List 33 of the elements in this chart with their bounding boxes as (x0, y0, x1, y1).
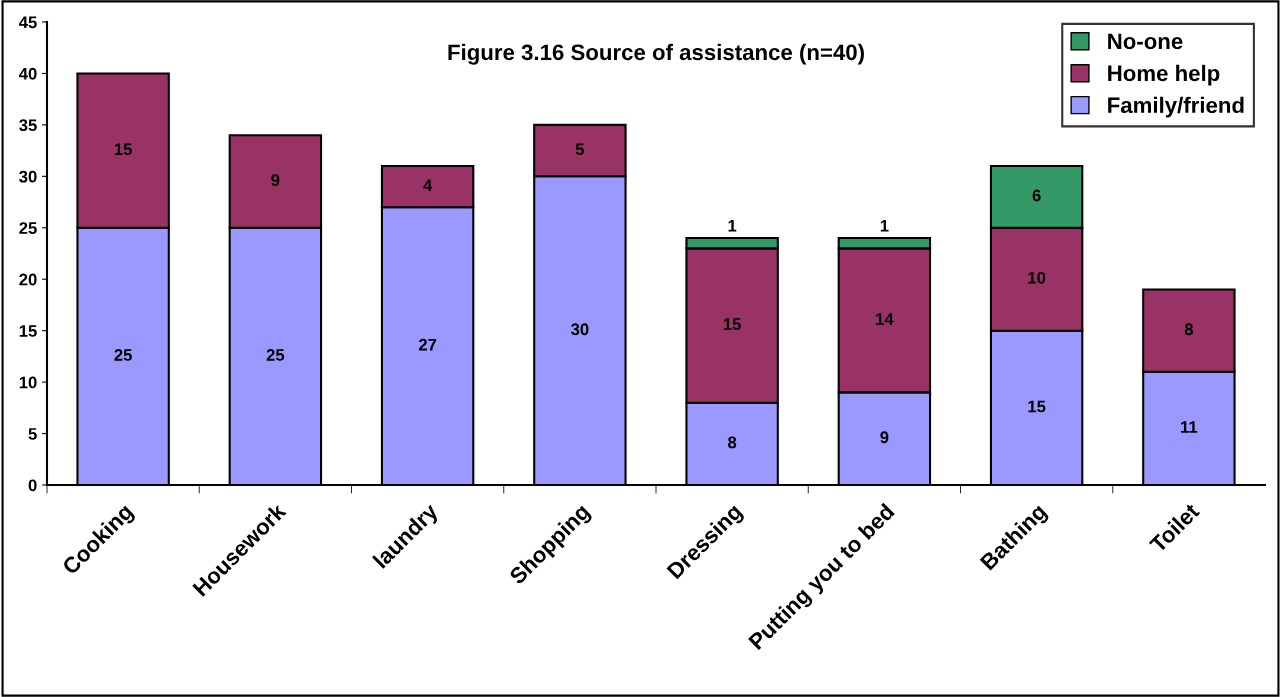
data-label: 1 (880, 220, 889, 232)
data-label: 8 (728, 436, 737, 449)
legend-label: No-one (1108, 33, 1183, 50)
data-label: 30 (570, 323, 589, 336)
data-label: 11 (1181, 421, 1198, 433)
y-tick-label: 15 (19, 325, 37, 337)
data-label: 15 (1028, 400, 1046, 413)
y-tick-label: 0 (28, 479, 37, 492)
data-label: 4 (423, 179, 433, 191)
y-tick-label: 20 (19, 273, 37, 286)
data-label: 8 (1184, 323, 1193, 336)
legend-label: Home help (1108, 64, 1220, 86)
data-label: 25 (114, 349, 132, 361)
y-tick-label: 45 (18, 16, 37, 29)
data-label: 10 (1028, 271, 1046, 284)
data-label: 15 (723, 318, 741, 330)
y-tick-label: 35 (19, 119, 37, 132)
data-label: 14 (876, 313, 894, 325)
legend-label: Family/friend (1108, 96, 1244, 118)
data-label: 27 (418, 338, 437, 351)
data-label: 15 (114, 143, 132, 156)
y-tick-label: 5 (28, 428, 37, 440)
y-tick-label: 30 (19, 170, 37, 183)
data-label: 1 (728, 220, 737, 232)
data-label: 5 (575, 143, 585, 156)
data-label: 9 (271, 174, 280, 186)
data-label: 25 (266, 349, 285, 361)
y-tick-label: 40 (18, 67, 37, 80)
data-label: 9 (880, 431, 889, 444)
data-label: 6 (1032, 189, 1041, 202)
y-tick-label: 10 (19, 376, 37, 389)
y-tick-label: 25 (19, 222, 37, 234)
text: Figure 3.16 Source of assistance (n=40) (448, 43, 864, 65)
